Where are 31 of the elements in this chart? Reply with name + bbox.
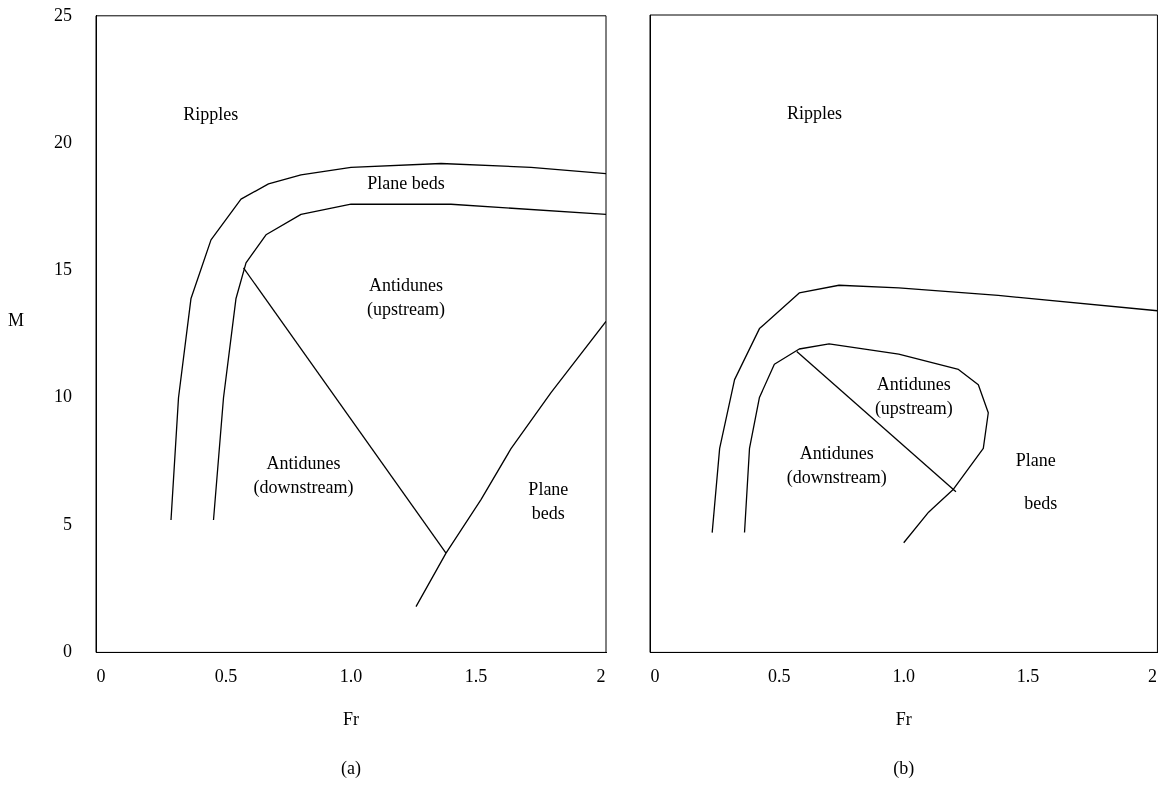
y-tick-label: 15 — [54, 259, 72, 280]
y-tick-label: 5 — [63, 513, 72, 534]
annotation: beds — [1024, 493, 1058, 514]
annotation: Antidunes (upstream) — [367, 275, 446, 321]
y-tick-label: 25 — [54, 4, 72, 25]
y-axis-title: M — [7, 310, 25, 331]
x-tick-label: 1.5 — [1016, 665, 1040, 686]
x-tick-label: 2 — [1147, 665, 1157, 686]
x-tick-label: 0.5 — [768, 665, 791, 686]
annotation: Plane beds — [367, 172, 445, 193]
x-tick-label: 0 — [650, 665, 660, 686]
x-axis-title: Fr — [342, 709, 360, 730]
annotation: Plane beds — [528, 478, 569, 523]
x-tick-label: 1.0 — [892, 665, 915, 686]
x-tick-label: 0.5 — [214, 665, 238, 686]
x-tick-label: 2 — [596, 665, 606, 686]
y-tick-label: 20 — [54, 131, 72, 152]
x-axis-title: Fr — [895, 709, 912, 730]
annotation: Antidunes (upstream) — [874, 374, 953, 420]
y-tick-label: 0 — [63, 641, 72, 662]
text: (a) — [341, 758, 361, 780]
annotation: Antidunes (downstream) — [786, 443, 887, 489]
annotation: Antidunes (downstream) — [253, 453, 354, 499]
text: (b) — [893, 758, 915, 780]
annotation: Plane — [1015, 449, 1056, 470]
annotation: Ripples — [183, 103, 239, 124]
x-tick-label: 0 — [96, 665, 106, 686]
annotation: Ripples — [786, 103, 842, 124]
x-tick-label: 1.0 — [339, 665, 363, 686]
y-tick-label: 10 — [54, 386, 72, 407]
x-tick-label: 1.5 — [464, 665, 488, 686]
